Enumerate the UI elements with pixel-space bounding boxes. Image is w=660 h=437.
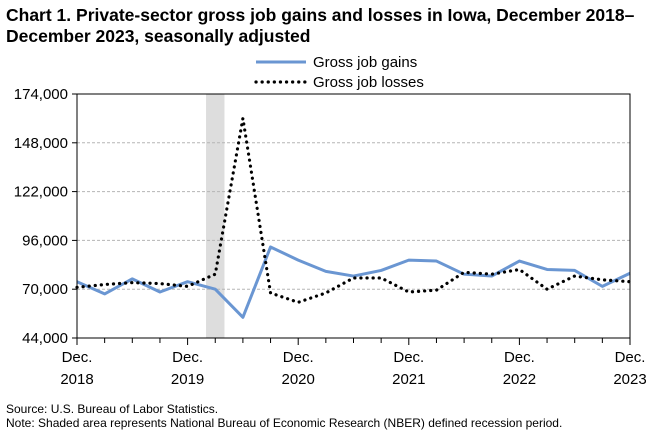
legend-label: Gross job gains bbox=[313, 54, 417, 71]
x-tick-label-year: 2020 bbox=[282, 371, 315, 388]
chart-title: Chart 1. Private-sector gross job gains … bbox=[6, 5, 635, 46]
plot-frame bbox=[76, 93, 631, 339]
recession-shading bbox=[206, 94, 225, 338]
x-tick-label-month: Dec. bbox=[283, 349, 314, 366]
series-line-gross-job-gains bbox=[76, 245, 631, 319]
recession-band bbox=[206, 94, 225, 338]
legend: Gross job gains Gross job losses bbox=[254, 54, 424, 91]
y-tick-label: 174,000 bbox=[14, 86, 68, 103]
x-tick-label-month: Dec. bbox=[172, 349, 203, 366]
series-line-gross-job-losses bbox=[75, 116, 632, 304]
recession-note: Note: Shaded area represents National Bu… bbox=[6, 416, 563, 430]
x-tick-label-month: Dec. bbox=[62, 349, 93, 366]
legend-label: Gross job losses bbox=[313, 74, 424, 91]
x-tick-label-month: Dec. bbox=[393, 349, 424, 366]
gridlines bbox=[77, 93, 630, 290]
x-tick-label-month: Dec. bbox=[504, 349, 535, 366]
y-tick-label: 44,000 bbox=[22, 330, 68, 347]
x-tick-label-year: 2022 bbox=[503, 371, 536, 388]
y-tick-label: 122,000 bbox=[14, 184, 68, 201]
source-note: Source: U.S. Bureau of Labor Statistics. bbox=[6, 402, 219, 416]
x-tick-label-month: Dec. bbox=[615, 349, 646, 366]
y-tick-label: 96,000 bbox=[22, 232, 68, 249]
series-lines bbox=[75, 116, 632, 319]
y-tick-label: 148,000 bbox=[14, 135, 68, 152]
y-tick-label: 70,000 bbox=[22, 281, 68, 298]
x-tick-label-year: 2021 bbox=[392, 371, 425, 388]
x-tick-label-year: 2018 bbox=[60, 371, 93, 388]
axes: 44,000 70,000 96,000 122,000 148,000 174,000 D… bbox=[14, 86, 647, 388]
x-tick-label-year: 2023 bbox=[613, 371, 646, 388]
x-tick-label-year: 2019 bbox=[171, 371, 204, 388]
